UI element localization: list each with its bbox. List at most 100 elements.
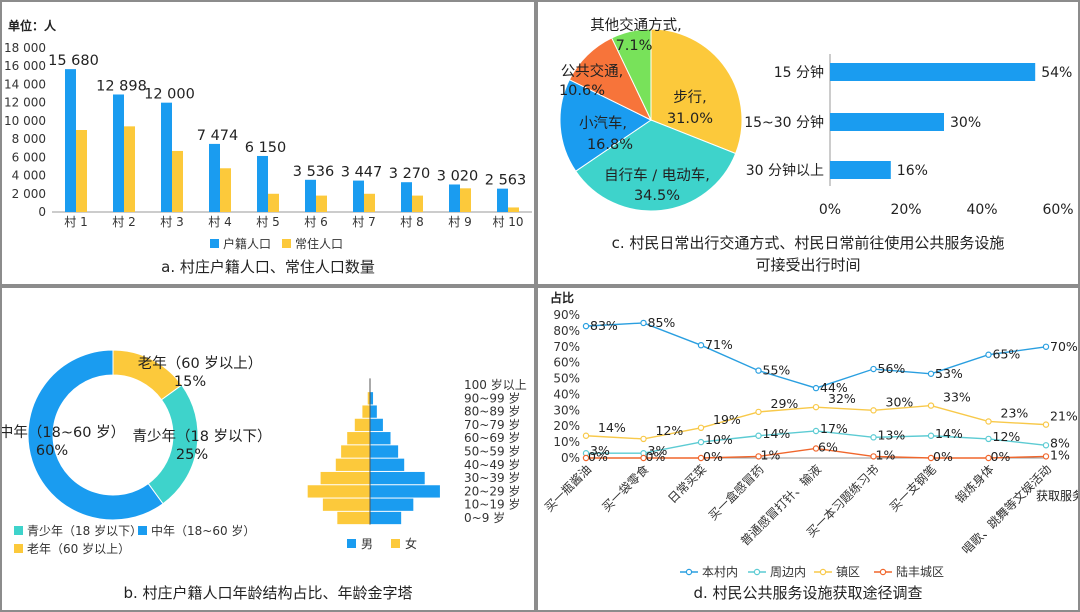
pyramid-bar-male [370,405,377,418]
data-label-hukou: 3 536 [293,164,335,180]
y-tick-label: 80% [553,324,580,338]
hbar-value-label: 54% [1041,65,1072,81]
series-line [585,322,1047,389]
y-tick-label: 90% [553,308,580,322]
legend-label: 本村内 [702,565,738,579]
pie-slice [559,79,652,172]
data-label-hukou: 3 447 [341,165,383,181]
data-point [870,365,877,373]
slice-label: 自行车 / 电动车, [604,167,710,184]
slice-label: 公共交通, [561,62,624,80]
hbar-category-label: 15 分钟 [774,64,824,81]
data-point [582,454,590,462]
x-tick-label: 村 9 [448,215,471,229]
bar-hukou [209,143,220,212]
pyramid-bar-male [370,458,405,471]
caption-c-line2: 可接受出行时间 [755,256,861,274]
data-point [755,432,762,439]
y-tick-label: 2 000 [12,187,46,201]
hbar [830,161,891,179]
data-label: 70% [1050,339,1078,354]
legend-label: 青少年（18 岁以下） [27,523,142,538]
y-tick-label: 8 000 [12,132,46,146]
slice-label: 老年（60 岁以上） [138,355,263,372]
caption-a: a. 村庄户籍人口、常住人口数量 [161,258,375,276]
data-label-hukou: 7 474 [197,128,239,144]
data-point [870,407,877,414]
data-point [697,424,705,432]
data-label: 33% [943,390,971,405]
pie-slice [575,119,737,212]
pyramid-bar-female [320,471,370,485]
y-tick-label: 4 000 [12,169,46,183]
pyramid-bar-female [354,418,370,432]
chart-population: 单位：人 0 2 000 4 000 6 000 8 000 10 000 12 000 14 … [4,18,532,251]
data-point [1042,343,1050,350]
donut-slice [27,349,164,521]
slice-value-label: 16.8% [587,137,633,153]
data-label: 21% [1050,409,1078,424]
data-label: 17% [820,421,848,436]
bar-resident [412,195,423,212]
data-label: 13% [878,427,906,442]
y-tick-label: 14 000 [4,77,46,91]
pyramid-age-label: 70~79 岁 [464,417,520,432]
data-label: 0% [703,449,723,464]
data-point [755,367,762,374]
legend-marker [753,568,761,576]
pyramid-bar-male [370,485,440,498]
bar-resident [460,188,471,212]
pyramid-bar-female [341,445,370,458]
hbar-value-label: 16% [897,163,928,179]
y-tick-label: 50% [553,372,580,386]
hbar-category-label: 15~30 分钟 [744,114,824,131]
slice-value-label: 31.0% [667,111,713,127]
data-label-hukou: 6 150 [245,140,287,156]
data-label: 0% [588,449,608,464]
data-point [985,454,992,462]
legend-marker [819,568,827,576]
x-tick-label: 日常买菜 [665,462,709,506]
y-tick-label: 16 000 [4,59,46,73]
pyramid-age-label: 80~89 岁 [464,404,520,419]
slice-value-label: 60% [36,443,68,459]
panel-age-structure: 青少年（18 岁以下） 25% 中年（18~60 岁） 60% 老年（60 岁以上） 15… [0,286,536,612]
data-point [1042,442,1050,449]
x-tick-label: 村 2 [112,215,135,229]
x-tick-label: 锻炼身体 [952,462,997,507]
slice-label: 其他交通方式, [590,16,682,34]
bar-hukou [257,155,268,212]
pyramid-age-label: 10~19 岁 [464,497,520,512]
y-tick-label: 40% [553,387,580,401]
data-point [640,454,647,462]
x-tick-label: 村 5 [256,215,279,229]
data-label-hukou: 3 270 [389,166,431,182]
legend-label: 老年（60 岁以上） [27,541,130,556]
x-axis-title: 获取服务内容 [1036,488,1078,503]
data-point [927,402,935,409]
pyramid-bar-male [370,498,414,511]
data-label: 19% [713,412,741,427]
bar-resident [220,168,231,212]
hbar-value-label: 30% [950,115,981,131]
hbar-category-label: 30 分钟以上 [746,162,824,179]
bar-hukou [113,94,124,212]
hbar [830,113,944,131]
pyramid-bar-female [347,432,370,445]
x-tick-label: 村 7 [352,215,375,229]
data-point [755,408,762,416]
bar-resident [508,207,519,212]
caption-c: c. 村民日常出行交通方式、村民日常前往使用公共服务设施 可接受出行时间 [538,232,1078,276]
pyramid-bar-male [370,418,383,432]
y-tick-label: 10% [553,435,580,449]
y-tick-label: 30% [553,403,580,417]
legend-label: 户籍人口 [223,236,271,251]
x-tick-label: 村 8 [400,215,423,229]
pyramid-age-label: 60~69 岁 [464,430,520,445]
caption-b: b. 村庄户籍人口年龄结构占比、年龄金字塔 [123,584,413,602]
data-label-hukou: 2 563 [485,173,527,189]
data-point [812,384,820,392]
legend-swatch [391,539,400,548]
bar-hukou [401,182,412,212]
data-point [985,351,992,358]
